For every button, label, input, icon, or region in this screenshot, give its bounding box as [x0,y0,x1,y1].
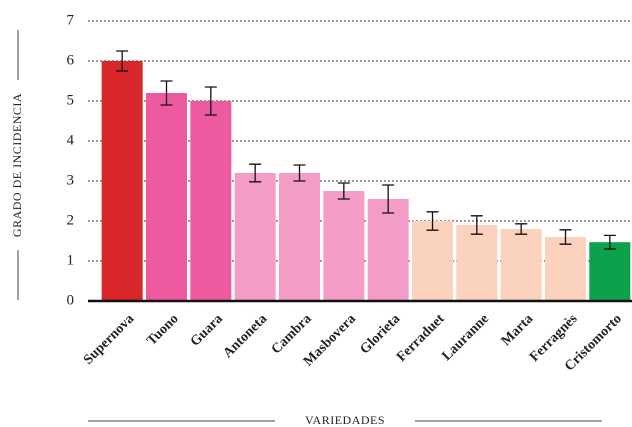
error-bar [116,50,129,72]
bar [412,221,453,301]
bar [367,199,409,301]
y-tick-label: 3 [67,172,75,188]
y-tick-label: 0 [67,292,75,308]
x-tick-label: Marta [499,311,537,349]
error-bar [204,86,217,116]
x-tick-label: Glorieta [357,311,403,357]
y-tick-label: 7 [67,12,75,28]
x-tick-label: Antoneta [221,311,271,361]
error-bar [426,211,439,231]
bar [146,93,187,301]
x-tick-label: Supernova [81,311,137,367]
error-bar [160,80,173,106]
x-tick-label: Ferraduet [394,311,448,365]
error-bar [515,223,528,235]
error-bar [293,164,306,182]
x-tick-label: Cambra [269,311,315,357]
x-tick-label: Tuono [144,311,181,348]
y-tick-label: 4 [67,132,75,148]
y-tick-label: 2 [67,212,75,228]
bar [190,101,232,301]
bar [234,173,276,301]
bar [456,225,498,301]
bar [589,242,631,301]
y-tick-label: 1 [67,252,75,268]
x-tick-label: Lauranne [440,311,492,363]
error-bar [603,234,616,250]
error-bar [559,229,572,245]
bar [279,173,320,301]
y-tick-label: 6 [67,52,75,68]
error-bar [470,215,483,235]
y-tick-label: 5 [67,92,75,108]
y-axis-label: GRADO DE INCIDENCIA [10,93,24,237]
error-bar [337,182,350,200]
bar [545,237,586,301]
error-bar [382,184,395,214]
bar [101,61,143,301]
error-bar [249,163,262,183]
x-axis-label: VARIEDADES [305,413,385,427]
bar [323,191,365,301]
x-tick-label: Guara [188,311,226,349]
bar [500,229,542,301]
